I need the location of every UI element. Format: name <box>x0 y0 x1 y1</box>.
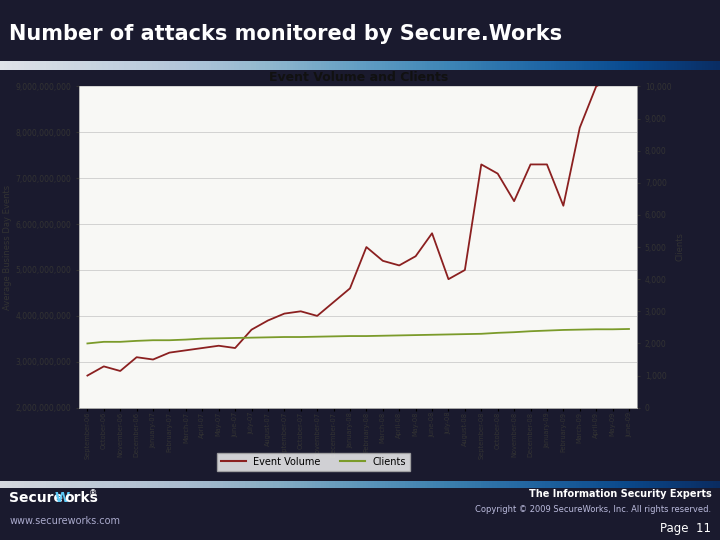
Text: Copyright © 2009 SecureWorks, Inc. All rights reserved.: Copyright © 2009 SecureWorks, Inc. All r… <box>475 504 711 514</box>
Y-axis label: Clients: Clients <box>675 233 685 261</box>
Text: W: W <box>55 491 70 505</box>
Title: Event Volume and Clients: Event Volume and Clients <box>269 71 448 84</box>
Text: The Information Security Experts: The Information Security Experts <box>528 489 711 498</box>
Text: ®: ® <box>89 489 96 498</box>
Text: www.secureworks.com: www.secureworks.com <box>9 516 120 526</box>
Y-axis label: Average Business Day Events: Average Business Day Events <box>2 185 12 309</box>
Legend: Event Volume, Clients: Event Volume, Clients <box>217 453 410 471</box>
Text: Secure: Secure <box>9 491 63 505</box>
Text: orks: orks <box>64 491 98 505</box>
Text: Number of attacks monitored by Secure.Works: Number of attacks monitored by Secure.Wo… <box>9 24 562 44</box>
Text: Page  11: Page 11 <box>660 522 711 535</box>
